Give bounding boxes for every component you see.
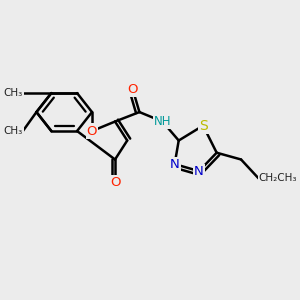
Text: CH₃: CH₃ — [4, 126, 23, 136]
Text: O: O — [87, 124, 97, 137]
Text: O: O — [128, 82, 138, 95]
Text: NH: NH — [154, 115, 171, 128]
Text: CH₃: CH₃ — [4, 88, 23, 98]
Text: S: S — [199, 118, 208, 133]
Text: N: N — [194, 165, 204, 178]
Text: O: O — [110, 176, 120, 189]
Text: CH₂CH₃: CH₂CH₃ — [259, 173, 297, 184]
Text: N: N — [170, 158, 179, 171]
